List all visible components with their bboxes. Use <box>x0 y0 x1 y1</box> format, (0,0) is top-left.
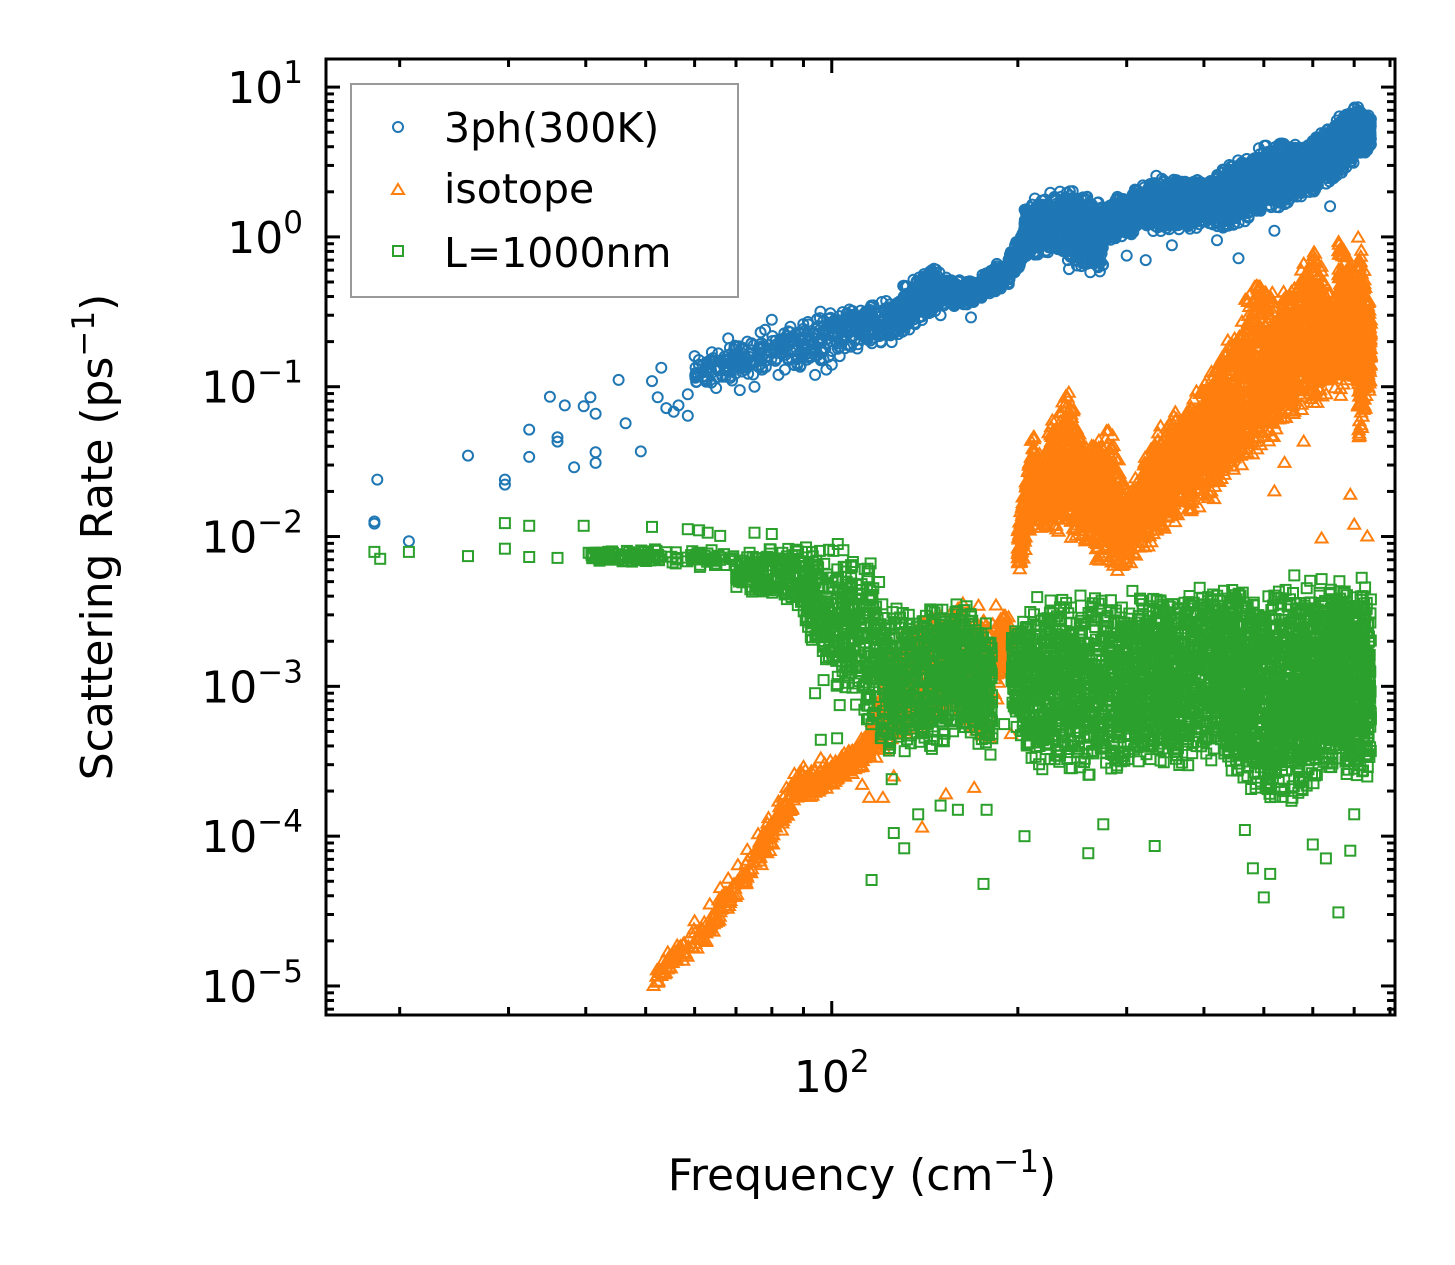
data-point-circle <box>861 305 874 318</box>
data-point-circle <box>981 269 994 282</box>
data-point-circle <box>794 328 807 341</box>
data-point-circle <box>689 369 702 382</box>
data-point-circle <box>945 281 958 294</box>
data-point-circle <box>990 277 1003 290</box>
data-point-circle <box>883 310 895 323</box>
data-point-circle <box>904 311 917 324</box>
data-point-circle <box>832 328 845 341</box>
data-point-circle <box>950 291 963 304</box>
data-point-circle <box>778 327 791 340</box>
data-point-circle <box>878 319 891 332</box>
data-point-circle <box>976 278 989 291</box>
data-point-circle <box>925 264 938 277</box>
data-point-circle <box>726 360 738 372</box>
data-point-circle <box>925 270 938 283</box>
data-point-circle <box>813 312 826 325</box>
data-point-circle <box>843 311 856 324</box>
data-point-circle <box>903 323 916 336</box>
data-point-circle <box>858 318 870 331</box>
data-point-circle <box>925 300 938 313</box>
data-point-circle <box>867 325 880 338</box>
data-point-circle <box>842 319 855 332</box>
data-point-circle <box>851 312 863 325</box>
data-point-circle <box>757 340 770 353</box>
data-point-circle <box>896 321 909 333</box>
series-layer <box>368 101 1379 991</box>
data-point-circle <box>788 331 801 344</box>
data-point-circle <box>827 317 840 329</box>
data-point-circle <box>810 322 823 335</box>
series-3ph-300k- <box>368 101 1377 548</box>
data-point-circle <box>916 282 929 295</box>
data-point-circle <box>884 298 897 311</box>
data-point-circle <box>735 347 748 360</box>
data-point-circle <box>924 275 937 288</box>
data-point-circle <box>923 288 936 301</box>
data-point-circle <box>897 279 910 292</box>
